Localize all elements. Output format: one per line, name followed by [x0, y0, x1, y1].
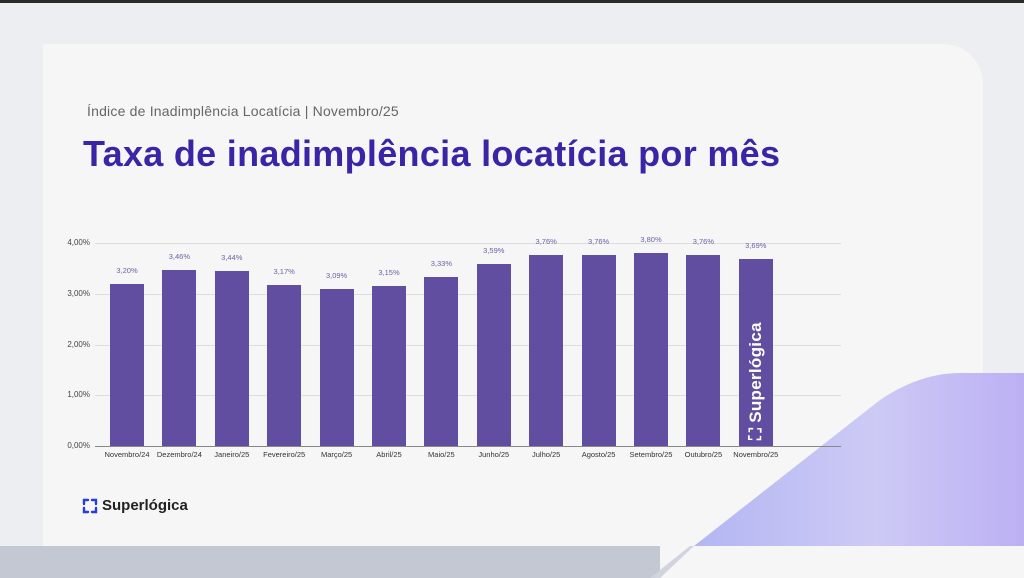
gridline	[95, 243, 841, 244]
bar	[162, 270, 197, 446]
page-subtitle: Índice de Inadimplência Locatícia | Nove…	[87, 103, 399, 119]
bar-value-label: 3,80%	[640, 235, 662, 245]
bottom-band-right	[660, 546, 1024, 578]
bar-value-label: 3,76%	[692, 237, 715, 247]
y-tick-label: 1,00%	[67, 390, 90, 400]
bar-value-label: 3,44%	[221, 253, 243, 263]
x-tick-label: Fevereiro/25	[263, 450, 306, 459]
y-tick-label: 3,00%	[67, 288, 90, 298]
window-top-bar	[0, 0, 1024, 3]
bar	[581, 255, 616, 446]
bar-value-label: 3,33%	[430, 259, 453, 268]
bar-value-label: 3,20%	[116, 265, 138, 275]
bar-chart: 4,00% 3,00% 2,00% 1,00% 0,00% 3,20% Novembro/2…	[60, 230, 841, 465]
x-tick-label: Novembro/24	[104, 450, 150, 459]
gridline	[95, 344, 841, 346]
bar	[372, 286, 406, 446]
x-tick-label: Junho/25	[478, 450, 510, 459]
bar-value-label: 3,59%	[483, 245, 505, 255]
superlogica-logo-icon	[82, 498, 98, 513]
bar	[319, 289, 354, 446]
brand-logo: Superlógica	[82, 497, 188, 514]
gridline	[95, 395, 841, 397]
x-tick-label: Abril/25	[376, 450, 402, 459]
bar	[424, 277, 459, 446]
x-tick-label: Outubro/25	[684, 450, 723, 459]
x-tick-label: Dezembro/24	[156, 450, 202, 459]
y-tick-label: 4,00%	[67, 238, 90, 247]
bar	[267, 285, 302, 446]
gridline	[95, 293, 841, 295]
x-tick-label: Julho/25	[532, 450, 561, 459]
x-tick-label: Março/25	[320, 450, 353, 459]
bar-value-label: 3,76%	[535, 237, 557, 247]
bar	[214, 271, 249, 446]
x-tick-label: Setembro/25	[629, 450, 673, 459]
bar	[110, 283, 144, 446]
bar-value-label: 3,76%	[587, 237, 610, 247]
bar	[686, 255, 721, 446]
x-tick-label: Maio/25	[428, 450, 455, 459]
bar	[529, 255, 564, 446]
bar-value-label: 3,69%	[745, 240, 767, 250]
brand-watermark: ⛶ Superlógica	[745, 322, 765, 440]
bar-value-label: 3,17%	[273, 267, 295, 277]
bar	[476, 263, 511, 446]
x-axis-line	[95, 446, 841, 447]
brand-name: Superlógica	[102, 497, 188, 514]
y-tick-label: 0,00%	[67, 441, 90, 450]
x-tick-label: Janeiro/25	[214, 450, 250, 459]
x-tick-label: Novembro/25	[733, 450, 779, 459]
bar-value-label: 3,46%	[168, 252, 191, 262]
bar	[634, 253, 668, 446]
bar	[738, 258, 773, 446]
bar-value-label: 3,09%	[325, 271, 348, 281]
bar-value-label: 3,15%	[378, 268, 400, 278]
y-tick-label: 2,00%	[67, 339, 90, 349]
x-tick-label: Agosto/25	[581, 450, 616, 459]
page-title: Taxa de inadimplência locatícia por mês	[83, 133, 781, 174]
